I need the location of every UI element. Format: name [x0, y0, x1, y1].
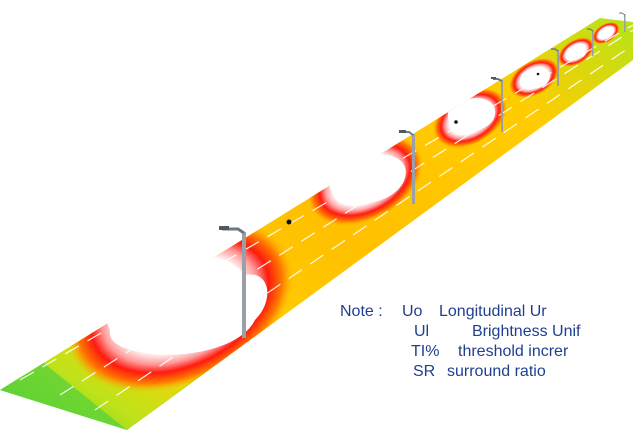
bright-core-5: [566, 45, 586, 60]
note-abbr-ti: TI%: [411, 343, 440, 360]
light-pole-4: [551, 48, 559, 86]
note-row-1: Note : Uo Longitudinal Ur: [340, 302, 633, 321]
light-poles: [219, 12, 626, 338]
marker-3: [536, 72, 540, 76]
light-pole-2: [399, 130, 415, 204]
light-pool-6: [592, 21, 620, 45]
note-text-ul: Brightness Unif: [472, 323, 581, 340]
bright-core-4: [520, 68, 550, 89]
note-text-uo: Longitudinal Ur: [439, 303, 547, 320]
bright-core-3: [447, 98, 496, 132]
note-prefix: Note :: [340, 303, 383, 320]
lane-line-2: [94, 44, 633, 411]
note-abbr-ul: Ul: [414, 323, 430, 340]
light-pole-5: [587, 28, 594, 56]
lane-markings: [19, 24, 633, 411]
note-row-4: SR surround ratio: [340, 362, 633, 381]
note-text-sr: surround ratio: [447, 363, 546, 380]
measurement-markers: [286, 72, 540, 225]
note-row-3: TI% threshold increr: [340, 342, 633, 361]
light-pole-1: [219, 226, 246, 338]
note-abbr-sr: SR: [413, 363, 436, 380]
lane-line-3: [19, 24, 633, 381]
lane-line-1: [59, 29, 633, 396]
note-row-2: Ul Brightness Unif: [340, 322, 633, 341]
note-text-ti: threshold increr: [458, 343, 569, 360]
light-pole-3: [491, 77, 503, 132]
marker-2: [454, 120, 458, 124]
note-abbr-uo: Uo: [402, 303, 423, 320]
marker-1: [286, 219, 292, 225]
light-pole-6: [619, 12, 626, 32]
